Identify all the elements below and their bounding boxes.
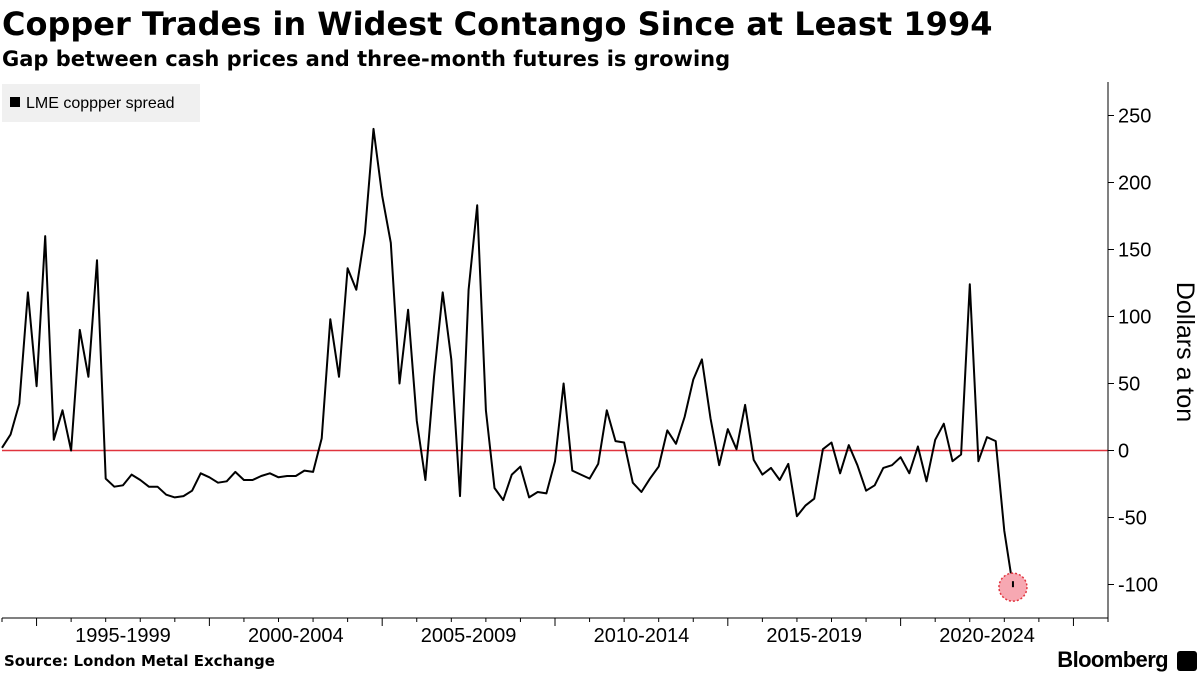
source-note: Source: London Metal Exchange <box>4 652 275 670</box>
x-tick-label: 2000-2004 <box>248 625 344 647</box>
legend-background <box>2 84 200 122</box>
y-tick-label: -100 <box>1118 575 1158 597</box>
x-tick-label: 2005-2009 <box>421 625 517 647</box>
x-tick-label: 2015-2019 <box>766 625 862 647</box>
x-tick-label: 1995-1999 <box>75 625 171 647</box>
chart-subtitle: Gap between cash prices and three-month … <box>2 47 731 71</box>
y-tick-label: 0 <box>1118 441 1129 463</box>
y-axis: 250 200 150 100 50 0 -50 -100 <box>1107 82 1158 618</box>
y-tick-label: 250 <box>1118 106 1151 128</box>
x-tick-label: 2010-2014 <box>594 625 690 647</box>
brand-logo: Bloomberg <box>1057 647 1168 672</box>
y-tick-label: 150 <box>1118 240 1151 262</box>
legend-swatch <box>10 97 20 107</box>
y-tick-label: -50 <box>1118 508 1147 530</box>
y-tick-label: 100 <box>1118 307 1151 329</box>
legend: LME coppper spread <box>2 84 200 122</box>
series-line-lme-copper-spread <box>1 127 1014 588</box>
x-tick-label: 2020-2024 <box>939 625 1035 647</box>
bloomberg-terminal-icon <box>1177 651 1197 671</box>
y-axis-label: Dollars a ton <box>1171 282 1199 422</box>
chart-title: Copper Trades in Widest Contango Since a… <box>2 5 993 43</box>
x-axis: 1995-1999 2000-2004 2005-2009 2010-2014 2015… <box>1 617 1109 647</box>
y-tick-label: 50 <box>1118 374 1140 396</box>
legend-label: LME coppper spread <box>26 95 175 112</box>
y-tick-label: 200 <box>1118 173 1151 195</box>
